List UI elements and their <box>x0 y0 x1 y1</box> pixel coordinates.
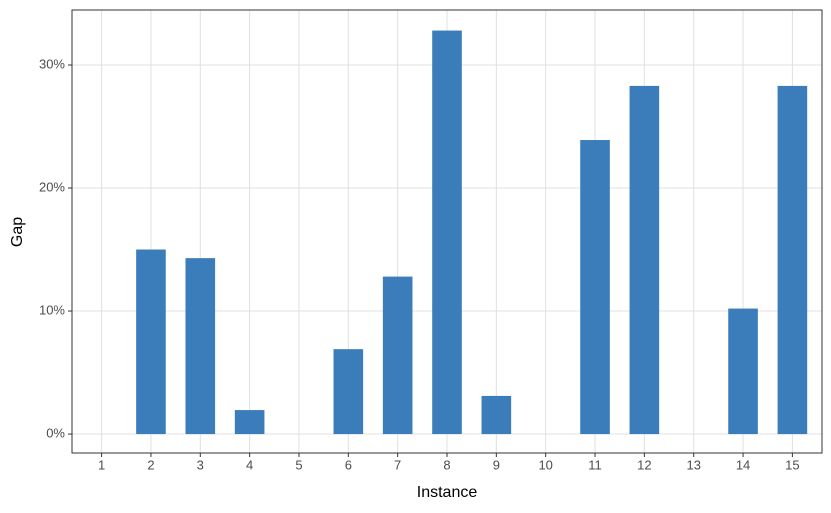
x-axis-title: Instance <box>417 484 478 501</box>
panel-border <box>71 9 823 454</box>
bar <box>136 249 166 435</box>
x-tick-label: 15 <box>785 457 799 472</box>
x-tick-label: 8 <box>443 457 450 472</box>
x-tick-label: 13 <box>686 457 700 472</box>
bar <box>333 349 364 435</box>
x-tick-label: 9 <box>493 457 500 472</box>
x-tick-label: 5 <box>295 457 302 472</box>
x-tick-label: 14 <box>736 457 750 472</box>
bar <box>185 258 216 435</box>
y-axis-title: Gap <box>9 217 26 247</box>
x-tick-label: 7 <box>394 457 401 472</box>
bar <box>629 85 660 435</box>
bar <box>432 30 462 435</box>
bar <box>382 276 413 435</box>
y-tick-label: 10% <box>39 302 65 317</box>
x-tick-label: 2 <box>147 457 154 472</box>
x-tick-label: 12 <box>637 457 651 472</box>
bar <box>234 410 265 435</box>
x-tick-label: 10 <box>538 457 552 472</box>
x-tick-label: 6 <box>345 457 352 472</box>
bar <box>481 395 512 435</box>
x-tick-label: 11 <box>588 457 602 472</box>
x-tick-label: 1 <box>98 457 105 472</box>
x-tick-label: 3 <box>197 457 204 472</box>
bar <box>777 85 808 435</box>
bar <box>580 140 610 435</box>
y-tick-label: 30% <box>39 56 65 71</box>
y-tick-label: 20% <box>39 179 65 194</box>
y-tick-label: 0% <box>46 425 65 440</box>
bar <box>728 308 758 435</box>
x-tick-label: 4 <box>246 457 253 472</box>
